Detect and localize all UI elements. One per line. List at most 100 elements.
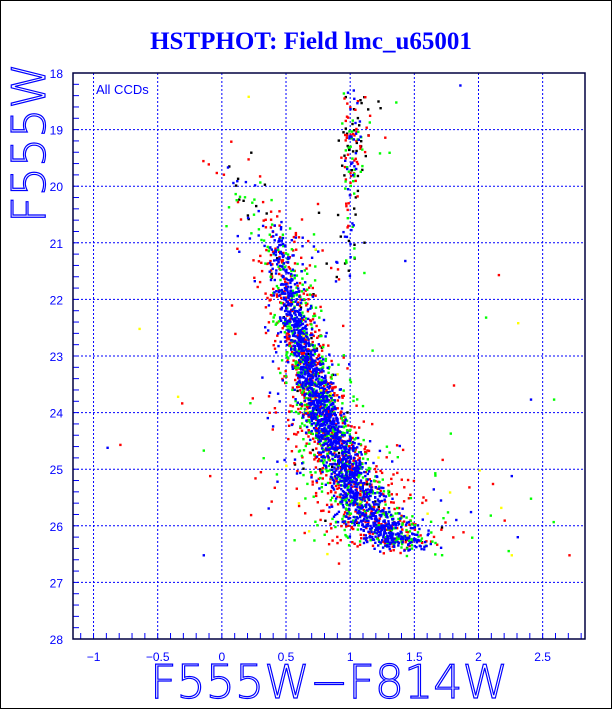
- data-point: [316, 460, 320, 463]
- data-point: [314, 520, 317, 523]
- data-point: [293, 463, 297, 466]
- data-point: [290, 345, 293, 348]
- data-point: [291, 268, 294, 271]
- data-point: [362, 490, 365, 493]
- data-point: [384, 511, 388, 514]
- data-point: [359, 479, 363, 482]
- data-point: [266, 245, 269, 249]
- data-point: [354, 518, 358, 522]
- data-point: [298, 379, 301, 382]
- data-point: [345, 495, 348, 499]
- data-point: [310, 336, 313, 340]
- data-point: [267, 329, 270, 332]
- data-point: [276, 392, 280, 395]
- data-point: [374, 529, 377, 532]
- x-tick-label: −1: [87, 650, 101, 664]
- data-point: [286, 303, 289, 307]
- data-point: [304, 379, 308, 382]
- data-point: [312, 408, 315, 412]
- data-point: [285, 313, 288, 316]
- data-point: [334, 477, 337, 480]
- data-point: [311, 448, 315, 452]
- data-point: [319, 395, 323, 399]
- y-tick-label: 26: [50, 520, 64, 534]
- data-point: [351, 499, 354, 502]
- data-point: [329, 522, 332, 526]
- data-point: [305, 354, 308, 357]
- data-point: [337, 460, 340, 463]
- data-point: [354, 121, 357, 125]
- data-point: [352, 138, 356, 141]
- data-point: [367, 508, 371, 511]
- data-point: [345, 441, 349, 444]
- data-point: [348, 194, 352, 197]
- data-point: [478, 469, 481, 472]
- data-point: [355, 479, 358, 482]
- data-point: [268, 233, 271, 236]
- data-point: [308, 293, 312, 296]
- data-point: [491, 482, 495, 486]
- data-point: [367, 530, 370, 533]
- data-point: [271, 360, 275, 363]
- data-point: [310, 326, 314, 330]
- data-point: [436, 543, 439, 546]
- data-point: [299, 371, 303, 374]
- data-point: [357, 138, 360, 141]
- data-point: [302, 438, 305, 441]
- data-point: [327, 437, 330, 440]
- data-point: [306, 482, 309, 486]
- data-point: [333, 400, 336, 403]
- data-point: [403, 549, 406, 552]
- data-point: [338, 438, 341, 441]
- data-point: [388, 510, 391, 513]
- data-point: [329, 481, 332, 485]
- data-point: [295, 328, 299, 331]
- data-point: [343, 481, 346, 484]
- data-point: [275, 322, 278, 325]
- data-point: [293, 240, 296, 243]
- data-point: [356, 446, 359, 449]
- data-point: [279, 268, 282, 271]
- data-point: [344, 416, 347, 419]
- data-point: [343, 97, 346, 100]
- data-point: [312, 315, 315, 318]
- data-point: [335, 260, 338, 264]
- data-point: [392, 473, 395, 476]
- data-point: [285, 277, 288, 281]
- data-point: [290, 272, 293, 276]
- data-point: [363, 448, 366, 451]
- data-point: [326, 400, 329, 403]
- data-point: [317, 382, 320, 385]
- data-point: [330, 374, 334, 377]
- data-point: [408, 539, 411, 543]
- data-point: [358, 540, 362, 543]
- data-point: [374, 486, 378, 489]
- data-point: [378, 492, 381, 495]
- data-point: [322, 420, 325, 424]
- data-point: [298, 374, 301, 377]
- data-point: [382, 507, 386, 510]
- data-point: [334, 497, 338, 500]
- data-point: [359, 99, 362, 102]
- data-point: [381, 546, 385, 549]
- data-point: [364, 504, 367, 507]
- data-point: [401, 507, 404, 510]
- data-point: [401, 541, 404, 544]
- data-point: [316, 372, 319, 375]
- data-point: [308, 355, 311, 358]
- data-point: [270, 198, 273, 202]
- data-point: [276, 334, 279, 337]
- data-point: [356, 102, 359, 105]
- data-point: [317, 343, 320, 346]
- data-point: [334, 407, 337, 411]
- data-point: [334, 373, 337, 377]
- data-point: [369, 480, 373, 483]
- data-point: [278, 237, 281, 240]
- data-point: [392, 501, 395, 504]
- data-point: [280, 261, 284, 264]
- data-point: [351, 448, 354, 451]
- data-point: [337, 464, 340, 467]
- data-point: [377, 100, 380, 103]
- data-point: [301, 358, 305, 361]
